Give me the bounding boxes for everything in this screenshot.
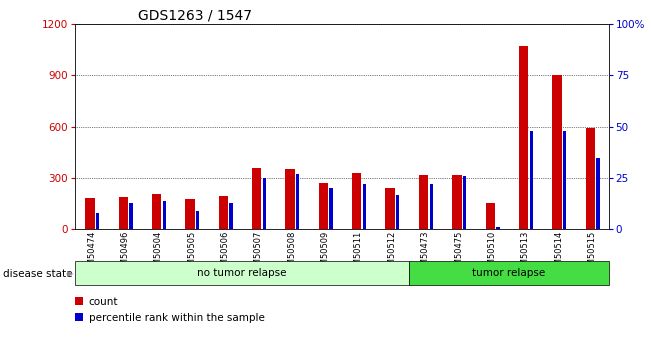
Bar [452, 175, 462, 229]
Bar [486, 203, 495, 229]
Bar [586, 128, 595, 229]
Bar [396, 195, 400, 229]
Bar [430, 184, 433, 229]
Bar [130, 203, 133, 229]
Text: ▶: ▶ [67, 269, 74, 278]
Text: tumor relapse: tumor relapse [472, 268, 546, 278]
Bar [463, 176, 466, 229]
Bar [596, 158, 600, 229]
Bar [352, 173, 361, 229]
Bar [409, 261, 609, 285]
Bar [196, 211, 199, 229]
Text: disease state: disease state [3, 269, 73, 278]
Bar [285, 169, 295, 229]
Bar [186, 199, 195, 229]
Bar [118, 197, 128, 229]
Text: no tumor relapse: no tumor relapse [197, 268, 286, 278]
Bar [96, 213, 99, 229]
Bar [75, 261, 409, 285]
Bar [530, 131, 533, 229]
Bar [363, 184, 366, 229]
Text: GDS1263 / 1547: GDS1263 / 1547 [138, 9, 253, 23]
Bar [496, 227, 499, 229]
Bar [296, 174, 299, 229]
Bar [152, 194, 161, 229]
Bar [85, 198, 94, 229]
Text: count: count [89, 297, 118, 307]
Bar [319, 183, 328, 229]
Bar [229, 203, 232, 229]
Bar [263, 178, 266, 229]
Bar [519, 46, 528, 229]
Bar [252, 168, 261, 229]
Bar [552, 76, 562, 229]
Bar [219, 196, 228, 229]
Text: percentile rank within the sample: percentile rank within the sample [89, 313, 264, 323]
Bar [563, 131, 566, 229]
Bar [329, 188, 333, 229]
Bar [163, 201, 166, 229]
Bar [419, 175, 428, 229]
Bar [385, 188, 395, 229]
